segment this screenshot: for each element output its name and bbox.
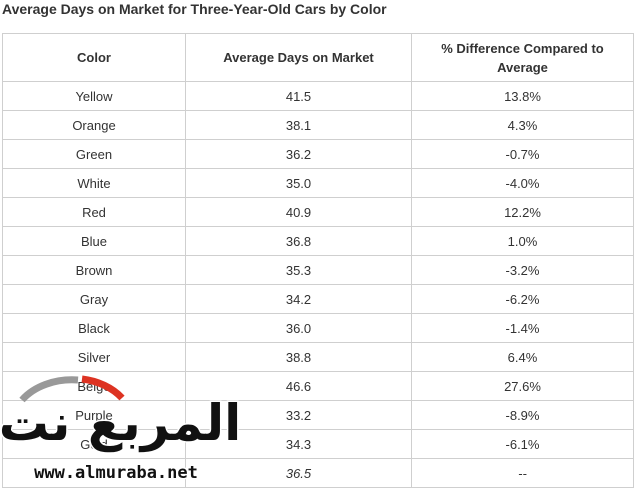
table-cell: Blue	[2, 226, 186, 256]
column-header: Average Days on Market	[185, 33, 412, 82]
table-cell: --	[411, 458, 634, 488]
table-cell: 34.2	[185, 284, 412, 314]
table-cell: 38.8	[185, 342, 412, 372]
table-cell: 35.0	[185, 168, 412, 198]
table-cell: 36.5	[185, 458, 412, 488]
table-cell: 27.6%	[411, 371, 634, 401]
table-row: Orange 38.1 4.3%	[2, 110, 634, 140]
table-row: Brown 35.3 -3.2%	[2, 255, 634, 285]
table-cell: Gold	[2, 429, 186, 459]
table-cell: Green	[2, 139, 186, 169]
table-cell: 41.5	[185, 81, 412, 111]
table-cell: -4.0%	[411, 168, 634, 198]
table-row: Black 36.0 -1.4%	[2, 313, 634, 343]
table-body: Yellow 41.5 13.8% Orange 38.1 4.3% Green 36.2 -0…	[2, 81, 634, 488]
table-row: Yellow 41.5 13.8%	[2, 81, 634, 111]
table-row: 36.5 --	[2, 458, 634, 488]
table-cell	[2, 458, 186, 488]
table-cell: Brown	[2, 255, 186, 285]
table-row: Green 36.2 -0.7%	[2, 139, 634, 169]
table-cell: Black	[2, 313, 186, 343]
table-cell: -8.9%	[411, 400, 634, 430]
table-cell: Silver	[2, 342, 186, 372]
column-header: Color	[2, 33, 186, 82]
table-cell: 4.3%	[411, 110, 634, 140]
watermark-logo: المربع نت	[0, 394, 240, 453]
table-cell: 38.1	[185, 110, 412, 140]
table-row: Gold 34.3 -6.1%	[2, 429, 634, 459]
table-cell: -6.2%	[411, 284, 634, 314]
table-title: Average Days on Market for Three-Year-Ol…	[2, 1, 387, 17]
table-cell: 6.4%	[411, 342, 634, 372]
watermark: المربع نت www.almuraba.net	[0, 375, 240, 485]
table-cell: 13.8%	[411, 81, 634, 111]
table-row: Blue 36.8 1.0%	[2, 226, 634, 256]
table-cell: 34.3	[185, 429, 412, 459]
table-cell: -3.2%	[411, 255, 634, 285]
watermark-url: www.almuraba.net	[34, 463, 198, 483]
table-cell: 12.2%	[411, 197, 634, 227]
table-row: White 35.0 -4.0%	[2, 168, 634, 198]
table-cell: -6.1%	[411, 429, 634, 459]
table-row: Silver 38.8 6.4%	[2, 342, 634, 372]
table-cell: Gray	[2, 284, 186, 314]
table-cell: -0.7%	[411, 139, 634, 169]
table-cell: -1.4%	[411, 313, 634, 343]
logo-arc	[81, 375, 125, 401]
table-cell: 36.2	[185, 139, 412, 169]
table-cell: 35.3	[185, 255, 412, 285]
table-row: Red 40.9 12.2%	[2, 197, 634, 227]
table-cell: Orange	[2, 110, 186, 140]
table-cell: 46.6	[185, 371, 412, 401]
table-cell: 36.0	[185, 313, 412, 343]
table-cell: 1.0%	[411, 226, 634, 256]
data-table: Color Average Days on Market% Difference …	[2, 33, 634, 488]
table-cell: 40.9	[185, 197, 412, 227]
table-cell: Purple	[2, 400, 186, 430]
table-cell: 36.8	[185, 226, 412, 256]
table-row: Gray 34.2 -6.2%	[2, 284, 634, 314]
table-cell: Yellow	[2, 81, 186, 111]
table-cell: Red	[2, 197, 186, 227]
logo-arc	[19, 376, 79, 403]
table-cell: White	[2, 168, 186, 198]
column-header: % Difference Compared to Average	[411, 33, 634, 82]
header-row: Color Average Days on Market% Difference …	[2, 33, 634, 82]
